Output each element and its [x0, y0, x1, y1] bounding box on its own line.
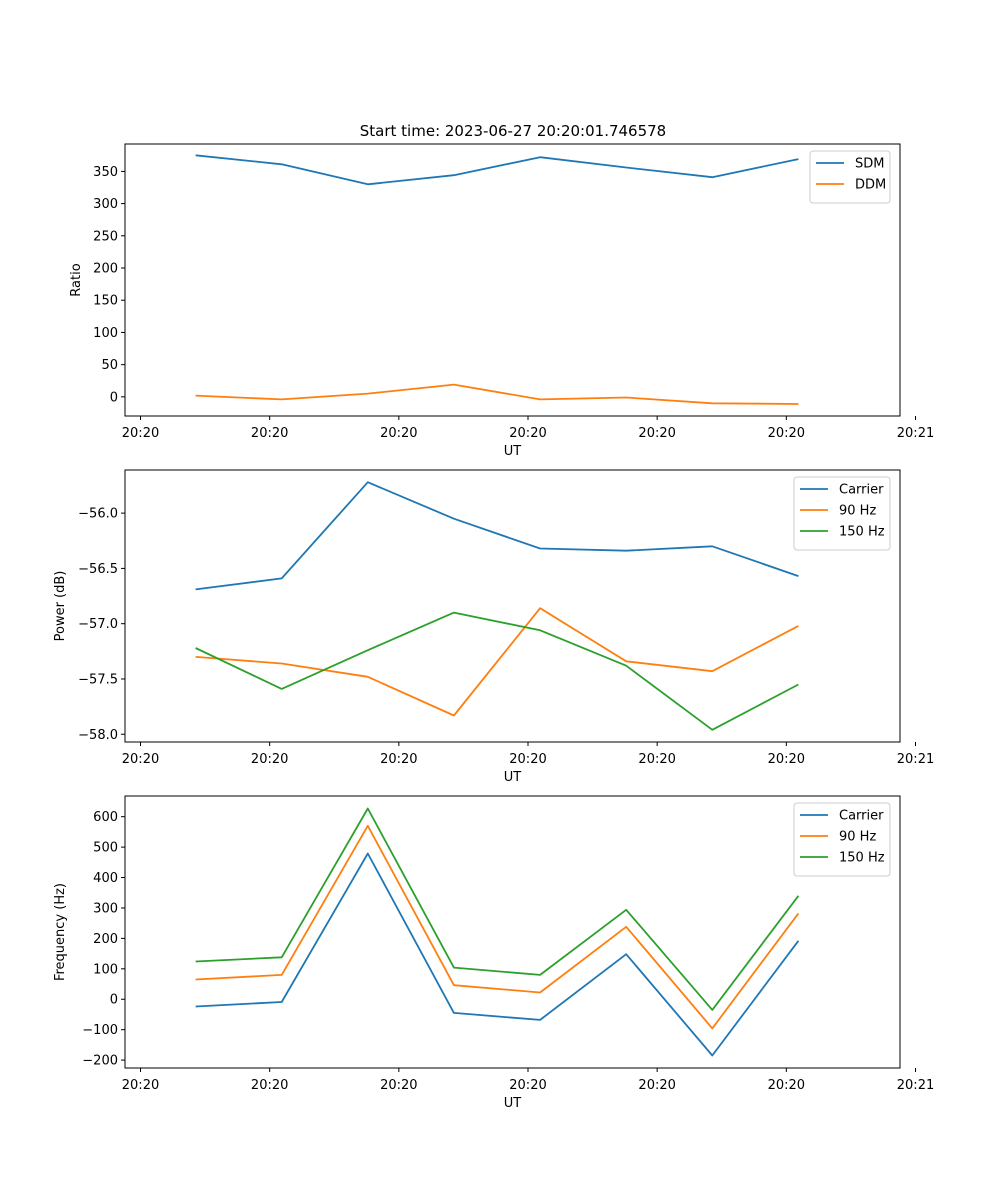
legend: Carrier 90 Hz 150 Hz — [793, 802, 891, 877]
x-tick-label: 20:20 — [768, 1078, 805, 1093]
x-tick-label: 20:20 — [380, 1078, 417, 1093]
x-tick-label: 20:20 — [638, 1078, 675, 1093]
series-line-150-hz — [195, 807, 800, 1011]
x-tick-label: 20:20 — [768, 752, 805, 767]
x-tick-label: 20:20 — [380, 426, 417, 441]
chart-panels: 20:20 20:20 20:20 20:20 20:20 20:20 20:21 0 50 10… — [53, 143, 934, 1111]
axes-frame — [124, 795, 901, 1069]
x-tick-label: 20:20 — [251, 1078, 288, 1093]
y-tick-label: 200 — [93, 932, 118, 947]
y-axis-label: Power (dB) — [53, 571, 68, 642]
legend-label: 150 Hz — [839, 851, 885, 866]
y-axis-label: Frequency (Hz) — [53, 883, 68, 981]
series-line-carrier — [195, 481, 799, 591]
x-tick-label: 20:20 — [509, 752, 546, 767]
x-tick-label: 20:21 — [897, 426, 934, 441]
legend-label: Carrier — [839, 483, 884, 498]
x-tick-label: 20:20 — [122, 1078, 159, 1093]
legend-label: 90 Hz — [839, 830, 876, 845]
series-line-sdm — [195, 154, 799, 186]
y-tick-label: 400 — [93, 871, 118, 886]
y-tick-label: 350 — [93, 165, 118, 180]
x-tick-label: 20:20 — [509, 426, 546, 441]
legend-label: SDM — [855, 157, 884, 172]
series-line-carrier — [195, 852, 800, 1057]
x-axis-label: UT — [504, 444, 522, 459]
legend: SDM DDM — [809, 150, 891, 204]
y-tick-label: 0 — [110, 390, 118, 405]
y-tick-label: −200 — [82, 1054, 118, 1069]
legend-box — [809, 150, 891, 204]
series-line-150-hz — [195, 611, 799, 731]
y-tick-label: 300 — [93, 901, 118, 916]
y-tick-label: −56.5 — [78, 562, 118, 577]
legend-label: 90 Hz — [839, 504, 876, 519]
y-tick-label: 200 — [93, 262, 118, 277]
x-axis-label: UT — [504, 770, 522, 785]
x-tick-label: 20:20 — [509, 1078, 546, 1093]
y-tick-label: −56.0 — [78, 507, 118, 522]
y-tick-label: 50 — [101, 358, 118, 373]
x-tick-label: 20:21 — [897, 1078, 934, 1093]
y-axis-label: Ratio — [69, 263, 84, 296]
x-axis-label: UT — [504, 1096, 522, 1111]
chart-panel-1: 20:20 20:20 20:20 20:20 20:20 20:20 20:21 0 50 10… — [69, 143, 934, 459]
y-tick-label: 250 — [93, 229, 118, 244]
x-tick-label: 20:20 — [638, 426, 675, 441]
y-tick-label: 100 — [93, 326, 118, 341]
x-tick-label: 20:20 — [380, 752, 417, 767]
y-tick-label: 600 — [93, 810, 118, 825]
legend-label: 150 Hz — [839, 525, 885, 540]
x-tick-label: 20:20 — [768, 426, 805, 441]
legend-label: Carrier — [839, 809, 884, 824]
y-tick-label: −57.5 — [78, 672, 118, 687]
y-tick-label: 150 — [93, 294, 118, 309]
y-tick-label: 0 — [110, 993, 118, 1008]
y-tick-label: 300 — [93, 197, 118, 212]
x-tick-label: 20:20 — [251, 426, 288, 441]
chart-panel-3: 20:20 20:20 20:20 20:20 20:20 20:20 20:21 −200 −… — [53, 795, 934, 1111]
y-tick-label: −100 — [82, 1023, 118, 1038]
y-tick-label: −57.0 — [78, 617, 118, 632]
y-tick-label: 500 — [93, 841, 118, 856]
series-line-90-hz — [195, 607, 799, 717]
series-line-90-hz — [195, 824, 800, 1030]
chart-panel-2: 20:20 20:20 20:20 20:20 20:20 20:20 20:21 −58.0… — [53, 469, 934, 785]
legend-label: DDM — [855, 178, 886, 193]
x-tick-label: 20:20 — [251, 752, 288, 767]
figure-title: Start time: 2023-06-27 20:20:01.746578 — [360, 122, 666, 140]
axes-frame — [124, 143, 901, 417]
y-tick-label: 100 — [93, 962, 118, 977]
series-line-ddm — [195, 383, 799, 405]
y-tick-label: −58.0 — [78, 728, 118, 743]
x-tick-label: 20:20 — [122, 752, 159, 767]
x-tick-label: 20:21 — [897, 752, 934, 767]
x-tick-label: 20:20 — [638, 752, 675, 767]
axes-frame — [124, 469, 901, 743]
x-tick-label: 20:20 — [122, 426, 159, 441]
legend: Carrier 90 Hz 150 Hz — [793, 476, 891, 551]
